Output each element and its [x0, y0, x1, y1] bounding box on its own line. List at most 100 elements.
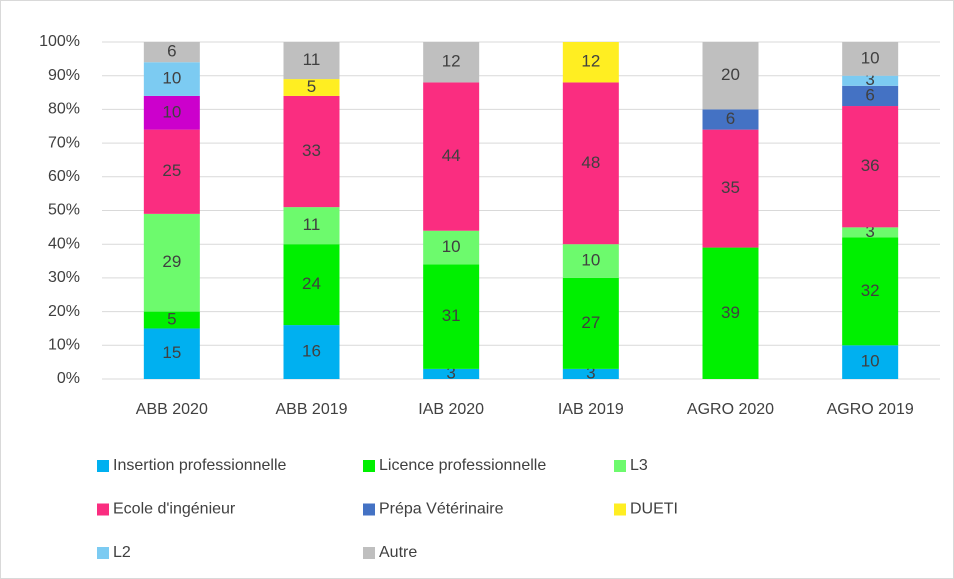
- bar-segment: [702, 129, 759, 248]
- legend-label: Ecole d'ingénieur: [113, 501, 236, 518]
- bar-segment: [842, 237, 899, 346]
- data-label: 10: [861, 48, 880, 67]
- data-label: 3: [586, 363, 595, 382]
- bar-segment: [143, 311, 200, 329]
- data-label: 6: [167, 42, 176, 61]
- y-tick-label: 0%: [57, 370, 80, 387]
- data-label: 31: [442, 306, 461, 325]
- legend-swatch: [614, 503, 626, 516]
- bar-segment: [283, 207, 340, 245]
- x-tick-label: AGRO 2019: [827, 401, 914, 418]
- data-label: 29: [162, 252, 181, 271]
- x-tick-label: ABB 2019: [275, 401, 347, 418]
- y-tick-label: 10%: [48, 337, 80, 354]
- x-tick-label: ABB 2020: [136, 401, 208, 418]
- y-tick-label: 80%: [48, 101, 80, 118]
- bar-segment: [702, 42, 759, 110]
- legend-label: L3: [630, 457, 648, 474]
- bar-segment: [842, 75, 899, 86]
- data-label: 12: [442, 52, 461, 71]
- data-label: 3: [446, 363, 455, 382]
- data-label: 33: [302, 141, 321, 160]
- data-label: 15: [162, 343, 181, 362]
- data-label: 27: [581, 313, 600, 332]
- bar-segment: [423, 82, 480, 231]
- bar-segment: [143, 213, 200, 312]
- y-tick-label: 100%: [39, 33, 80, 50]
- bar-segment: [143, 95, 200, 130]
- data-label: 10: [162, 69, 181, 88]
- legend-swatch: [363, 503, 375, 516]
- y-tick-label: 40%: [48, 235, 80, 252]
- data-label: 39: [721, 303, 740, 322]
- bar-segment: [283, 325, 340, 379]
- data-label: 10: [581, 251, 600, 270]
- legend-swatch: [97, 503, 109, 516]
- y-tick-label: 30%: [48, 269, 80, 286]
- bar-segment: [562, 42, 619, 83]
- y-tick-label: 50%: [48, 202, 80, 219]
- data-label: 44: [442, 146, 461, 165]
- data-label: 36: [861, 156, 880, 175]
- bar-segment: [842, 85, 899, 107]
- bar-segment: [143, 42, 200, 63]
- bar-segment: [702, 247, 759, 379]
- data-label: 12: [581, 52, 600, 71]
- legend-swatch: [97, 547, 109, 559]
- legend-label: L2: [113, 544, 131, 561]
- bar-segment: [283, 79, 340, 96]
- legend-swatch: [363, 547, 375, 559]
- data-label: 5: [167, 310, 176, 329]
- legend-swatch: [614, 460, 626, 472]
- bar-segment: [283, 244, 340, 326]
- bar-segment: [283, 95, 340, 208]
- data-label: 48: [581, 153, 600, 172]
- legend-label: Prépa Vétérinaire: [379, 501, 504, 518]
- legend-label: Autre: [379, 544, 417, 561]
- data-label: 3: [865, 222, 874, 241]
- x-tick-label: IAB 2019: [558, 401, 624, 418]
- data-label: 32: [861, 281, 880, 300]
- bar-segment: [562, 368, 619, 379]
- data-label: 6: [865, 85, 874, 104]
- bar-segment: [842, 106, 899, 228]
- legend-label: DUETI: [630, 501, 678, 518]
- bar-segment: [702, 109, 759, 130]
- data-label: 11: [303, 50, 321, 69]
- bar-segment: [143, 328, 200, 379]
- y-tick-label: 20%: [48, 303, 80, 320]
- bar-segment: [143, 129, 200, 214]
- y-tick-label: 60%: [48, 168, 80, 185]
- data-label: 5: [307, 77, 316, 96]
- bar-segment: [842, 227, 899, 238]
- y-tick-label: 90%: [48, 67, 80, 84]
- data-label: 20: [721, 65, 740, 84]
- bar-segment: [423, 42, 480, 83]
- x-tick-label: IAB 2020: [418, 401, 484, 418]
- data-label: 10: [162, 102, 181, 121]
- data-label: 24: [302, 274, 321, 293]
- data-label: 35: [721, 178, 740, 197]
- data-label: 11: [303, 215, 321, 234]
- x-tick-label: AGRO 2020: [687, 401, 774, 418]
- legend-label: Licence professionnelle: [379, 457, 546, 474]
- data-label: 10: [442, 237, 461, 256]
- bar-segment: [562, 277, 619, 369]
- bar-segment: [143, 62, 200, 96]
- y-tick-label: 70%: [48, 134, 80, 151]
- bar-segment: [562, 244, 619, 278]
- bar-segment: [283, 42, 340, 80]
- legend-swatch: [97, 460, 109, 472]
- data-label: 3: [865, 70, 874, 89]
- bar-segment: [562, 82, 619, 245]
- data-label: 10: [861, 352, 880, 371]
- bar-segment: [423, 264, 480, 369]
- bar-segment: [423, 230, 480, 265]
- bar-segment: [842, 42, 899, 76]
- data-label: 16: [302, 342, 321, 361]
- bar-segment: [423, 368, 480, 379]
- legend-swatch: [363, 460, 375, 472]
- data-label: 25: [162, 161, 181, 180]
- data-label: 6: [726, 109, 735, 128]
